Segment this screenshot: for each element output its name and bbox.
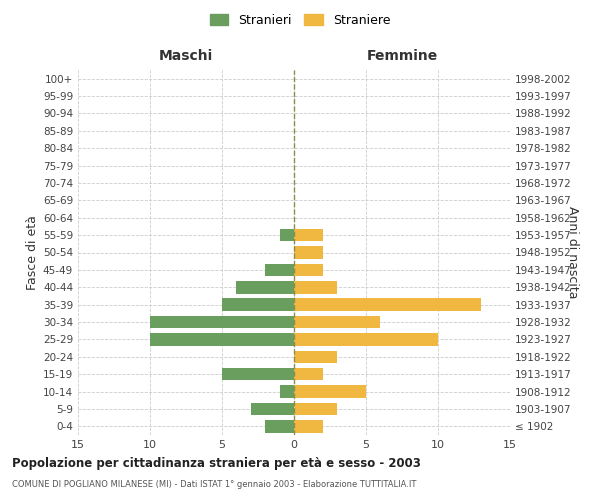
Bar bbox=[150, 316, 294, 328]
Bar bbox=[294, 281, 337, 293]
Bar bbox=[222, 368, 294, 380]
Bar bbox=[236, 281, 294, 293]
Text: Maschi: Maschi bbox=[159, 49, 213, 63]
Text: COMUNE DI POGLIANO MILANESE (MI) - Dati ISTAT 1° gennaio 2003 - Elaborazione TUT: COMUNE DI POGLIANO MILANESE (MI) - Dati … bbox=[12, 480, 416, 489]
Bar bbox=[294, 264, 323, 276]
Legend: Stranieri, Straniere: Stranieri, Straniere bbox=[205, 8, 395, 32]
Bar bbox=[251, 402, 294, 415]
Bar bbox=[280, 386, 294, 398]
Bar bbox=[294, 420, 323, 432]
Bar bbox=[294, 333, 438, 345]
Bar bbox=[294, 402, 337, 415]
Bar bbox=[280, 229, 294, 241]
Bar bbox=[294, 350, 337, 363]
Y-axis label: Fasce di età: Fasce di età bbox=[26, 215, 39, 290]
Bar bbox=[150, 333, 294, 345]
Bar bbox=[265, 420, 294, 432]
Bar bbox=[265, 264, 294, 276]
Bar bbox=[222, 298, 294, 311]
Bar bbox=[294, 386, 366, 398]
Bar bbox=[294, 246, 323, 259]
Bar bbox=[294, 368, 323, 380]
Y-axis label: Anni di nascita: Anni di nascita bbox=[566, 206, 578, 298]
Text: Femmine: Femmine bbox=[367, 49, 437, 63]
Bar bbox=[294, 316, 380, 328]
Bar bbox=[294, 298, 481, 311]
Text: Popolazione per cittadinanza straniera per età e sesso - 2003: Popolazione per cittadinanza straniera p… bbox=[12, 458, 421, 470]
Bar bbox=[294, 229, 323, 241]
